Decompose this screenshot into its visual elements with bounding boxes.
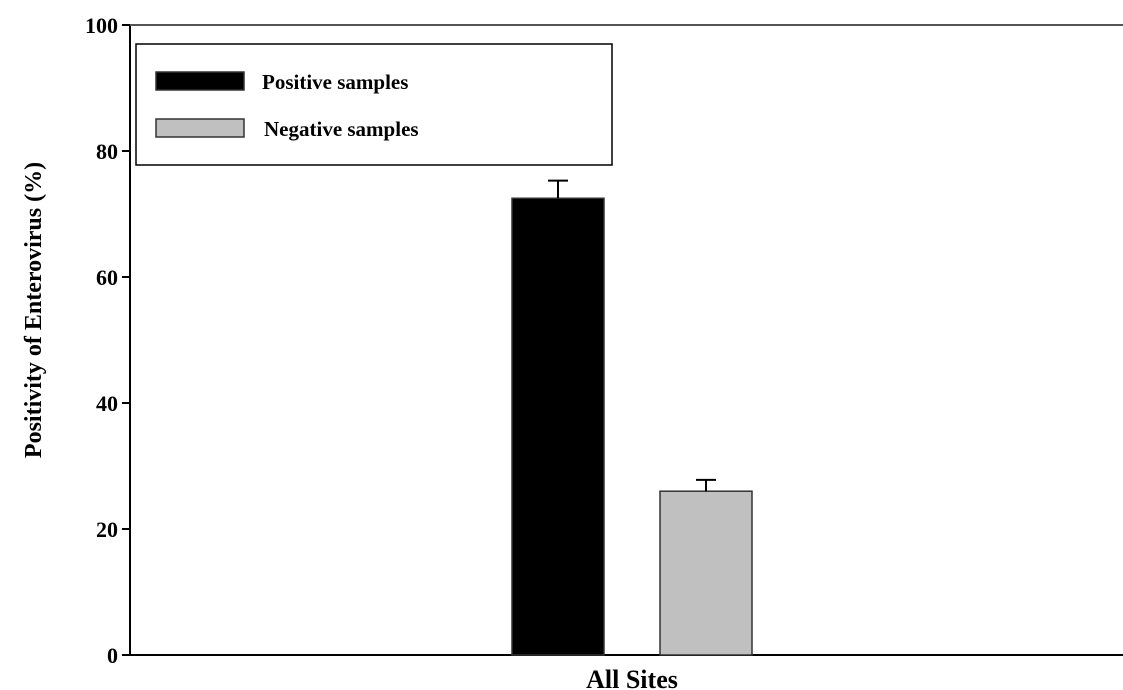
- legend-label: Negative samples: [264, 117, 419, 141]
- plot-area: 0 20 40 60 80 100 All Sites Positive samples Neg…: [85, 13, 1123, 690]
- y-axis-title: Positivity of Enterovirus (%): [21, 162, 47, 458]
- legend-swatch: [155, 71, 245, 91]
- bar-negative-samples: [659, 490, 753, 656]
- y-tick-label: 60: [96, 265, 118, 290]
- legend-label: Positive samples: [262, 70, 408, 94]
- y-tick-label: 80: [96, 139, 118, 164]
- legend-swatch: [155, 118, 245, 138]
- legend-box: [135, 43, 613, 166]
- y-tick-label: 20: [96, 517, 118, 542]
- y-tick-label: 40: [96, 391, 118, 416]
- legend: Positive samples Negative samples: [135, 43, 613, 166]
- x-category-label: All Sites: [586, 665, 678, 690]
- bar-positive-samples: [511, 197, 605, 656]
- y-tick-label: 0: [107, 643, 118, 668]
- y-tick-label: 100: [85, 13, 118, 38]
